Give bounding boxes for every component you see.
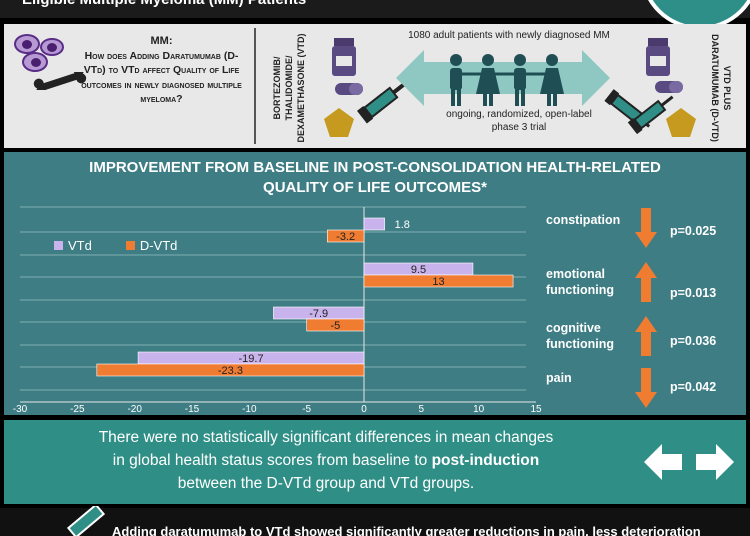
left-right-arrows-icon bbox=[644, 444, 734, 480]
bar-dvtd bbox=[363, 274, 514, 288]
p-value: p=0.013 bbox=[670, 286, 717, 300]
conclusion-banner: Adding daratumumab to VTd showed signifi… bbox=[0, 506, 750, 536]
patients-count: 1080 adult patients with newly diagnosed… bbox=[408, 30, 610, 41]
x-tick-label: -15 bbox=[185, 404, 200, 415]
outcome-list: constipation p=0.025 emotional functionin… bbox=[540, 208, 746, 412]
mm-heading: MM: bbox=[150, 35, 173, 47]
legend-item-dvtd: D-VTd bbox=[125, 238, 177, 253]
p-value: p=0.042 bbox=[670, 380, 717, 394]
arrow-down-icon bbox=[635, 368, 657, 408]
research-question: MM: How does Adding Daratumumab (D-VTd) … bbox=[74, 34, 249, 107]
x-tick-label: 10 bbox=[473, 404, 485, 415]
bar-dvtd bbox=[96, 363, 365, 377]
x-tick-label: -10 bbox=[242, 404, 257, 415]
p-value: p=0.025 bbox=[670, 224, 717, 238]
trial-design: ongoing, randomized, open-label phase 3 … bbox=[446, 109, 592, 133]
dvtd-arm-label: VTD PLUS DARATUMUMAB (D-VTD) bbox=[710, 34, 732, 142]
x-tick-label: 0 bbox=[361, 404, 367, 415]
vtd-arm-label: BORTEZOMIB/ THALIDOMIDE/ DEXAMETHASONE (… bbox=[272, 33, 306, 143]
data-label: -19.7 bbox=[239, 353, 264, 365]
x-tick-label: -25 bbox=[70, 404, 85, 415]
pill-icon bbox=[655, 81, 683, 93]
x-tick-label: -30 bbox=[13, 404, 28, 415]
data-label: -5 bbox=[330, 320, 340, 332]
chart-title: IMPROVEMENT FROM BASELINE IN POST-CONSOL… bbox=[89, 159, 661, 196]
legend-swatch-vtd bbox=[54, 241, 63, 250]
legend-item-vtd: VTd bbox=[54, 238, 92, 253]
myeloma-cells-icon bbox=[12, 32, 72, 72]
bar-dvtd bbox=[306, 318, 365, 332]
pen-icon bbox=[66, 506, 106, 536]
data-label: -7.9 bbox=[309, 308, 328, 320]
legend-swatch-dvtd bbox=[125, 241, 135, 250]
patients-people-icon bbox=[396, 50, 610, 106]
pill-bottle-icon bbox=[646, 38, 670, 76]
bar-vtd bbox=[363, 217, 385, 231]
data-label: -23.3 bbox=[218, 365, 243, 377]
qol-chart-panel: IMPROVEMENT FROM BASELINE IN POST-CONSOL… bbox=[4, 152, 746, 415]
header-divider bbox=[254, 28, 256, 144]
pentagon-tablet-icon bbox=[324, 108, 354, 137]
bar-dvtd bbox=[327, 229, 365, 243]
page-title: Eligible Multiple Myeloma (MM) Patients bbox=[22, 0, 306, 8]
data-label: -3.2 bbox=[336, 231, 355, 243]
x-tick-label: 5 bbox=[419, 404, 425, 415]
bar-chart: -30 -25 -20 -15 -10 -5 0 5 10 15 1.8 9.5 -7.9 -19.7 -3… bbox=[13, 206, 542, 415]
global-health-note: There were no statistically significant … bbox=[4, 420, 746, 504]
study-header: MM: How does Adding Daratumumab (D-VTd) … bbox=[4, 24, 746, 148]
syringe-icon bbox=[357, 82, 406, 124]
x-tick-label: -5 bbox=[302, 404, 311, 415]
arrow-up-icon bbox=[635, 316, 657, 356]
arrow-up-icon bbox=[635, 262, 657, 302]
pill-bottle-icon bbox=[332, 38, 356, 76]
conclusion-text: Adding daratumumab to VTd showed signifi… bbox=[112, 524, 701, 536]
note-text: There were no statistically significant … bbox=[98, 429, 554, 492]
chart-legend: VTd D-VTd bbox=[54, 238, 177, 253]
note-emphasis: post-induction bbox=[431, 452, 540, 469]
x-tick-label: 15 bbox=[530, 404, 542, 415]
bone-icon bbox=[33, 72, 87, 90]
top-banner: Eligible Multiple Myeloma (MM) Patients bbox=[0, 0, 750, 18]
question-text: How does Adding Daratumumab (D-VTd) to V… bbox=[81, 49, 242, 106]
data-label: 1.8 bbox=[395, 219, 410, 231]
data-label: 9.5 bbox=[411, 264, 426, 276]
p-value: p=0.036 bbox=[670, 334, 717, 348]
arrow-down-icon bbox=[635, 208, 657, 248]
syringes-icon bbox=[604, 89, 674, 135]
pentagon-tablet-icon bbox=[666, 108, 696, 137]
pill-icon bbox=[335, 83, 363, 95]
x-tick-label: -20 bbox=[127, 404, 142, 415]
data-label: 13 bbox=[432, 276, 444, 288]
